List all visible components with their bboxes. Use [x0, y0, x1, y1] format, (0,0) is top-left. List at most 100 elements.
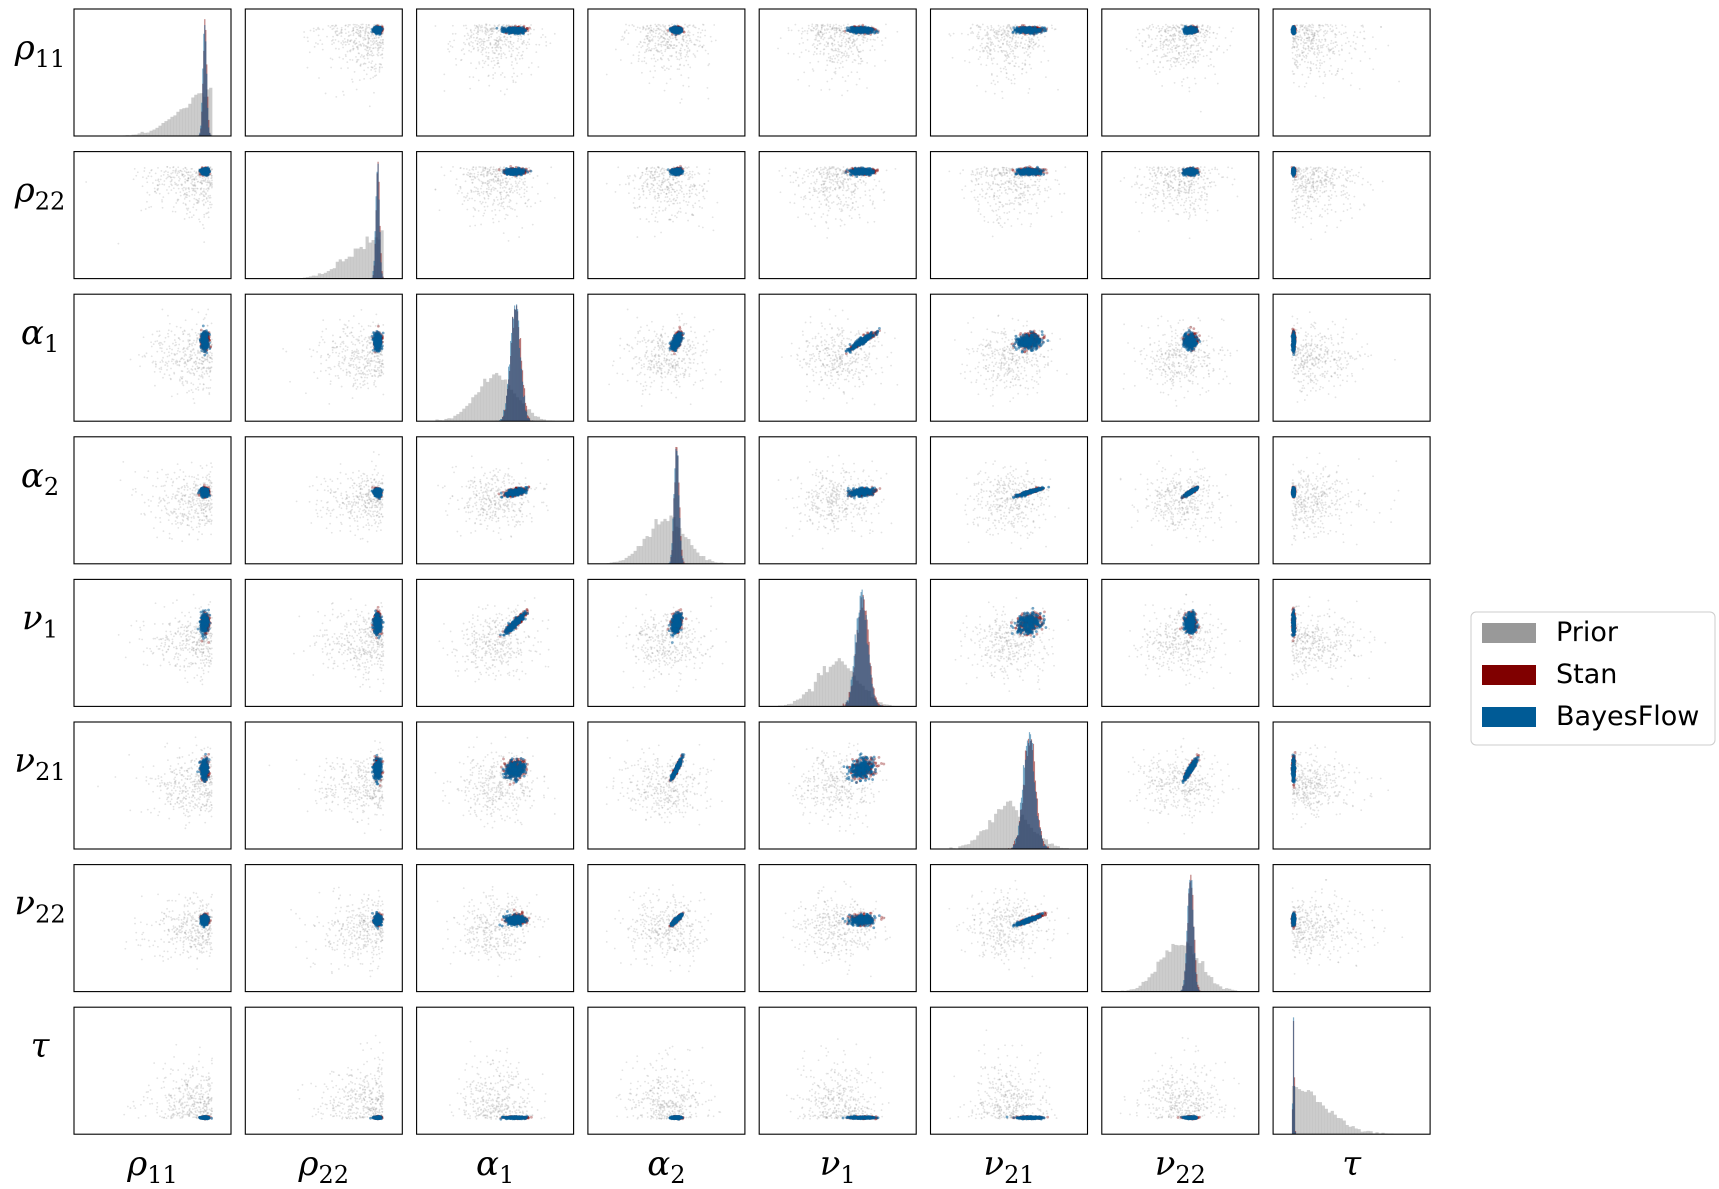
- prior-point: [819, 31, 822, 33]
- prior-point: [798, 56, 801, 58]
- prior-point: [497, 39, 500, 42]
- prior-point: [489, 44, 492, 46]
- prior-point: [378, 66, 381, 68]
- prior-point: [500, 73, 502, 76]
- prior-point: [1003, 29, 1006, 32]
- prior-point: [1028, 47, 1031, 49]
- prior-point: [1143, 29, 1145, 31]
- prior-point: [469, 28, 472, 31]
- prior-point: [654, 44, 657, 47]
- prior-point: [1190, 44, 1193, 47]
- prior-point: [1212, 31, 1215, 34]
- prior-point: [685, 36, 688, 38]
- prior-point: [830, 36, 833, 39]
- prior-point: [351, 59, 354, 61]
- prior-point: [1175, 47, 1177, 49]
- prior-hist-bar: [161, 122, 165, 136]
- prior-point: [623, 37, 626, 39]
- prior-point: [702, 23, 705, 26]
- prior-point: [680, 43, 683, 46]
- prior-point: [379, 54, 382, 57]
- prior-point: [1172, 38, 1175, 41]
- prior-point: [692, 24, 695, 27]
- prior-point: [790, 29, 793, 32]
- prior-point: [497, 59, 499, 62]
- prior-point: [1193, 33, 1196, 36]
- prior-point: [1022, 47, 1024, 49]
- prior-point: [687, 30, 690, 32]
- prior-point: [951, 56, 954, 59]
- prior-point: [511, 24, 514, 27]
- prior-point: [986, 37, 989, 40]
- prior-point: [469, 35, 472, 38]
- prior-point: [454, 57, 457, 60]
- prior-point: [365, 23, 368, 26]
- prior-point: [652, 76, 655, 79]
- prior-point: [1188, 90, 1191, 93]
- prior-point: [831, 27, 834, 30]
- prior-point: [525, 47, 528, 50]
- prior-point: [842, 24, 845, 27]
- prior-point: [1216, 48, 1218, 51]
- prior-point: [489, 42, 492, 45]
- prior-point: [1164, 55, 1166, 58]
- prior-point: [350, 39, 353, 42]
- prior-hist-bar: [158, 125, 162, 136]
- prior-point: [496, 37, 499, 39]
- prior-point: [1199, 31, 1202, 34]
- prior-point: [660, 41, 663, 44]
- prior-point: [1002, 42, 1004, 45]
- bayesflow-hist-bar: [208, 127, 210, 136]
- prior-point: [490, 28, 493, 31]
- prior-point: [994, 35, 996, 38]
- prior-point: [1046, 26, 1049, 29]
- prior-point: [830, 37, 833, 39]
- prior-point: [347, 67, 349, 69]
- prior-point: [841, 55, 844, 57]
- prior-point: [999, 46, 1002, 49]
- prior-point: [382, 32, 384, 35]
- prior-point: [831, 42, 834, 45]
- prior-point: [652, 54, 655, 56]
- prior-point: [853, 39, 855, 42]
- prior-point: [834, 67, 837, 70]
- prior-point: [1174, 27, 1177, 30]
- prior-point: [645, 35, 647, 38]
- prior-point: [1016, 45, 1019, 48]
- prior-point: [997, 30, 1000, 33]
- prior-point: [553, 32, 556, 35]
- prior-point: [342, 41, 345, 44]
- prior-point: [818, 39, 821, 42]
- prior-point: [487, 30, 490, 33]
- prior-point: [857, 50, 860, 53]
- prior-point: [500, 47, 502, 50]
- prior-hist-bar: [176, 111, 180, 136]
- prior-point: [1186, 47, 1189, 50]
- prior-point: [647, 40, 650, 42]
- prior-point: [995, 37, 997, 40]
- prior-hist-bar: [137, 133, 141, 136]
- prior-point: [1032, 44, 1035, 47]
- prior-point: [366, 53, 368, 56]
- prior-point: [479, 29, 481, 32]
- prior-point: [364, 38, 367, 41]
- prior-point: [1141, 28, 1144, 31]
- prior-point: [643, 60, 646, 63]
- prior-point: [364, 44, 367, 47]
- prior-point: [528, 43, 531, 46]
- prior-point: [516, 40, 519, 42]
- prior-point: [340, 31, 343, 34]
- prior-point: [662, 25, 665, 28]
- prior-point: [976, 84, 978, 87]
- prior-point: [1024, 62, 1026, 65]
- prior-point: [1179, 38, 1182, 41]
- prior-point: [881, 44, 884, 46]
- prior-point: [492, 67, 495, 69]
- prior-point: [1196, 53, 1199, 55]
- panel-frame: [929, 8, 1089, 137]
- prior-point: [476, 46, 479, 49]
- prior-point: [855, 45, 858, 48]
- prior-point: [1208, 36, 1211, 39]
- prior-point: [481, 29, 484, 32]
- prior-point: [853, 58, 856, 61]
